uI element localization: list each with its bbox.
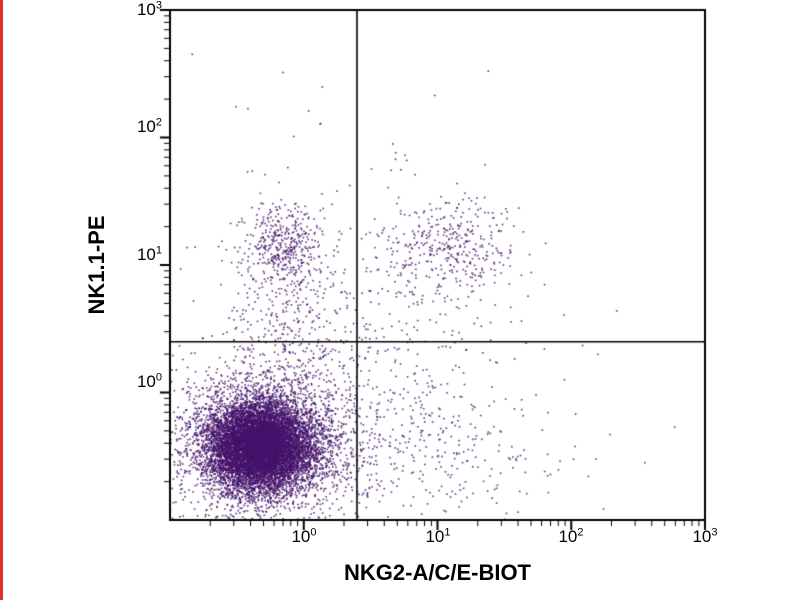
- y-tick-label-1e2: 102: [136, 116, 162, 136]
- x-tick-label-1e0: 100: [291, 526, 317, 546]
- y-tick-label-1e0: 100: [136, 371, 162, 391]
- x-tick-label-1e3: 103: [692, 526, 718, 546]
- y-axis-label: NK1.1-PE: [84, 215, 109, 315]
- y-tick-label-1e1: 101: [136, 244, 162, 264]
- x-tick-label-1e1: 101: [425, 526, 451, 546]
- left-edge-artifact-line: [0, 0, 3, 600]
- y-tick-label-1e3: 103: [136, 0, 162, 19]
- x-axis-label: NKG2-A/C/E-BIOT: [344, 560, 531, 585]
- x-tick-label-1e2: 102: [558, 526, 584, 546]
